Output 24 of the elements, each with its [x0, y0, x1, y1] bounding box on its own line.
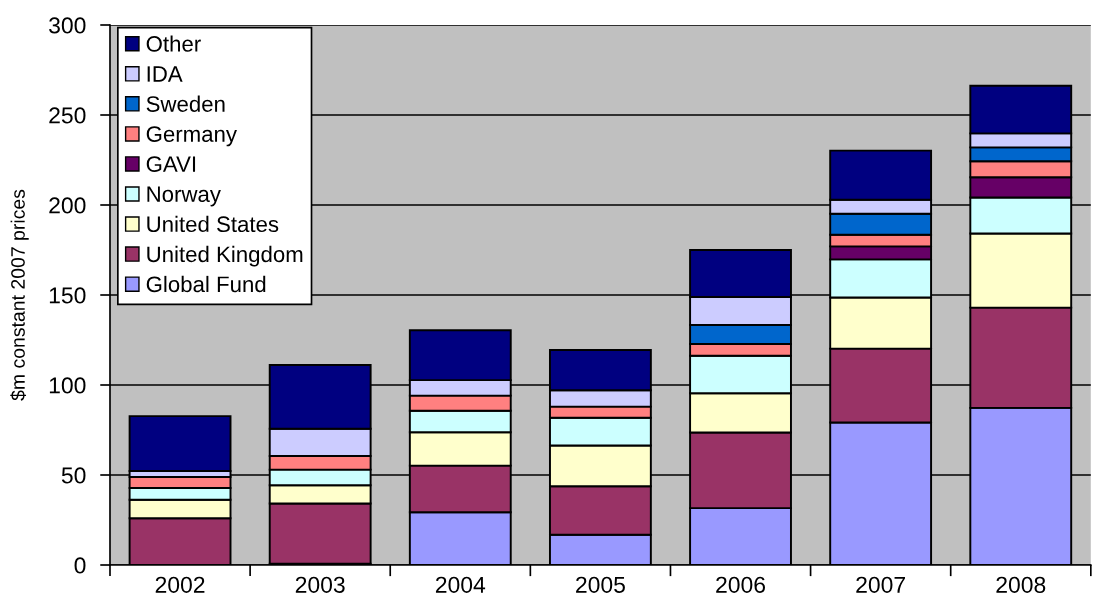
legend-label: Norway [147, 186, 221, 207]
x-tick-label: 2007 [856, 576, 905, 593]
x-tick-label: 2008 [996, 576, 1046, 593]
legend-label: GAVI [146, 156, 196, 172]
y-tick-label: 150 [49, 287, 86, 304]
legend-label: Other [146, 35, 201, 52]
x-tick-label: 2005 [576, 576, 625, 593]
y-tick-label: 100 [49, 377, 86, 394]
legend-label: Global Fund [146, 275, 266, 293]
legend-label: IDA [147, 66, 183, 82]
legend-label: United Kingdom [147, 245, 303, 267]
y-tick-label: 250 [49, 107, 86, 124]
y-tick-label: 300 [49, 17, 86, 34]
x-tick-label: 2004 [435, 576, 486, 593]
y-tick-label: 200 [49, 197, 86, 214]
y-tick-label: 0 [74, 557, 86, 574]
x-tick-label: 2003 [295, 576, 345, 593]
x-tick-label: 2006 [716, 576, 766, 593]
legend-label: Germany [146, 126, 237, 147]
y-axis-title: $m constant 2007 prices [10, 189, 29, 401]
legend-label: Sweden [146, 95, 225, 112]
y-tick-label: 50 [61, 467, 86, 484]
x-tick-label: 2002 [155, 576, 205, 593]
legend-label: United States [147, 215, 279, 233]
